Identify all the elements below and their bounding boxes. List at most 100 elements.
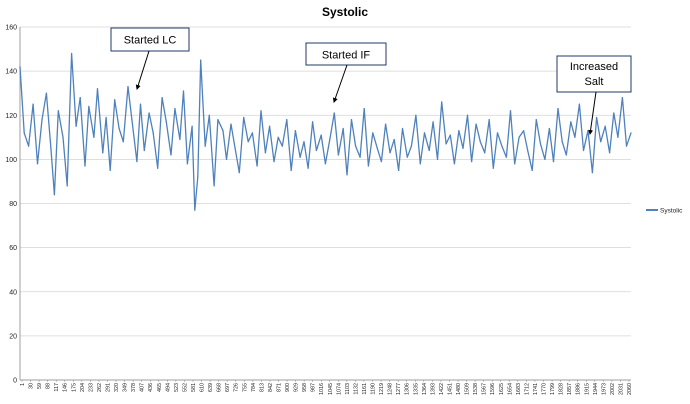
data-point xyxy=(109,169,111,172)
data-point xyxy=(539,143,542,145)
data-point xyxy=(102,152,104,154)
data-point xyxy=(337,154,340,156)
data-point xyxy=(131,119,133,121)
data-point xyxy=(367,165,369,167)
data-point xyxy=(509,110,512,112)
data-point xyxy=(225,158,228,160)
legend: Systolic xyxy=(646,207,683,214)
data-point xyxy=(174,108,176,110)
data-point xyxy=(127,85,129,88)
x-tick-label: 465 xyxy=(157,383,163,392)
data-point xyxy=(578,103,580,105)
data-point xyxy=(303,141,305,143)
x-tick-label: 929 xyxy=(294,383,300,392)
data-point xyxy=(53,194,56,196)
data-point xyxy=(462,147,464,149)
data-point xyxy=(179,138,181,141)
data-point xyxy=(505,156,507,158)
x-tick-label: 958 xyxy=(302,383,308,392)
data-point xyxy=(251,132,253,134)
annotation-box xyxy=(110,27,190,52)
data-point xyxy=(471,160,473,163)
x-tick-label: 291 xyxy=(105,383,111,392)
data-point xyxy=(66,185,68,187)
x-tick-label: 726 xyxy=(234,383,240,392)
annotation-arrow xyxy=(588,91,597,135)
data-point xyxy=(406,156,408,158)
x-tick-label: 378 xyxy=(131,383,137,392)
data-point xyxy=(93,136,95,138)
data-point xyxy=(625,145,628,147)
data-point xyxy=(281,145,283,147)
annotation-label: Started IF xyxy=(322,50,371,62)
data-point xyxy=(574,136,576,138)
data-point xyxy=(186,163,188,165)
x-tick-label: 2002 xyxy=(610,383,616,395)
data-point xyxy=(191,125,193,127)
data-point xyxy=(350,119,353,121)
annotation-arrow xyxy=(332,64,348,103)
x-tick-label: 30 xyxy=(29,383,35,389)
data-point xyxy=(315,149,318,152)
y-tick-label: 80 xyxy=(9,201,17,208)
x-tick-label: 262 xyxy=(97,383,103,392)
data-point xyxy=(299,156,301,158)
x-tick-label: 1190 xyxy=(371,383,377,395)
data-point xyxy=(595,116,598,119)
x-tick-label: 88 xyxy=(46,383,52,389)
data-point xyxy=(290,169,292,172)
data-point xyxy=(600,141,602,143)
data-point xyxy=(484,152,486,154)
data-point xyxy=(535,119,537,121)
data-point xyxy=(389,152,391,154)
data-point xyxy=(432,121,434,123)
data-point xyxy=(260,110,262,112)
data-point xyxy=(449,134,451,136)
data-point xyxy=(311,121,314,123)
x-tick-label: 2031 xyxy=(618,383,624,395)
data-point xyxy=(320,134,322,136)
x-tick-label: 349 xyxy=(123,383,129,392)
data-point xyxy=(139,103,142,105)
x-tick-label: 1828 xyxy=(559,383,565,395)
data-point xyxy=(376,147,378,149)
data-point xyxy=(157,167,159,169)
data-point xyxy=(71,52,73,55)
y-tick-label: 100 xyxy=(5,157,17,164)
data-point xyxy=(441,101,443,103)
data-point xyxy=(552,160,555,163)
x-tick-label: 1625 xyxy=(499,383,505,395)
data-point xyxy=(118,127,120,130)
data-point xyxy=(75,125,77,127)
data-point xyxy=(208,114,210,116)
x-tick-label: 1973 xyxy=(601,383,607,395)
data-point xyxy=(514,163,516,165)
x-tick-label: 1915 xyxy=(584,383,590,395)
x-tick-label: 117 xyxy=(54,383,60,392)
data-point xyxy=(570,121,572,123)
data-point xyxy=(234,147,236,149)
x-tick-label: 1451 xyxy=(447,383,453,395)
data-point xyxy=(105,116,107,119)
x-tick-label: 1393 xyxy=(430,383,436,395)
x-tick-label: 1538 xyxy=(473,383,479,395)
data-point xyxy=(363,108,365,110)
data-point xyxy=(194,209,196,211)
data-point xyxy=(114,99,116,101)
x-tick-label: 1132 xyxy=(353,383,359,395)
data-point xyxy=(393,138,395,141)
data-point xyxy=(256,165,258,167)
x-tick-label: 1219 xyxy=(379,383,385,395)
x-tick-label: 1 xyxy=(20,383,26,386)
x-tick-label: 1045 xyxy=(328,383,334,395)
x-tick-label: 59 xyxy=(37,383,43,389)
data-point xyxy=(19,66,21,68)
x-tick-label: 1944 xyxy=(593,383,599,395)
data-point xyxy=(630,132,632,134)
x-tick-label: 523 xyxy=(174,383,180,392)
data-point xyxy=(410,145,413,147)
data-point xyxy=(165,121,167,123)
data-point xyxy=(475,123,477,125)
annotations: Started LC Started IF Increased Salt xyxy=(110,27,632,135)
